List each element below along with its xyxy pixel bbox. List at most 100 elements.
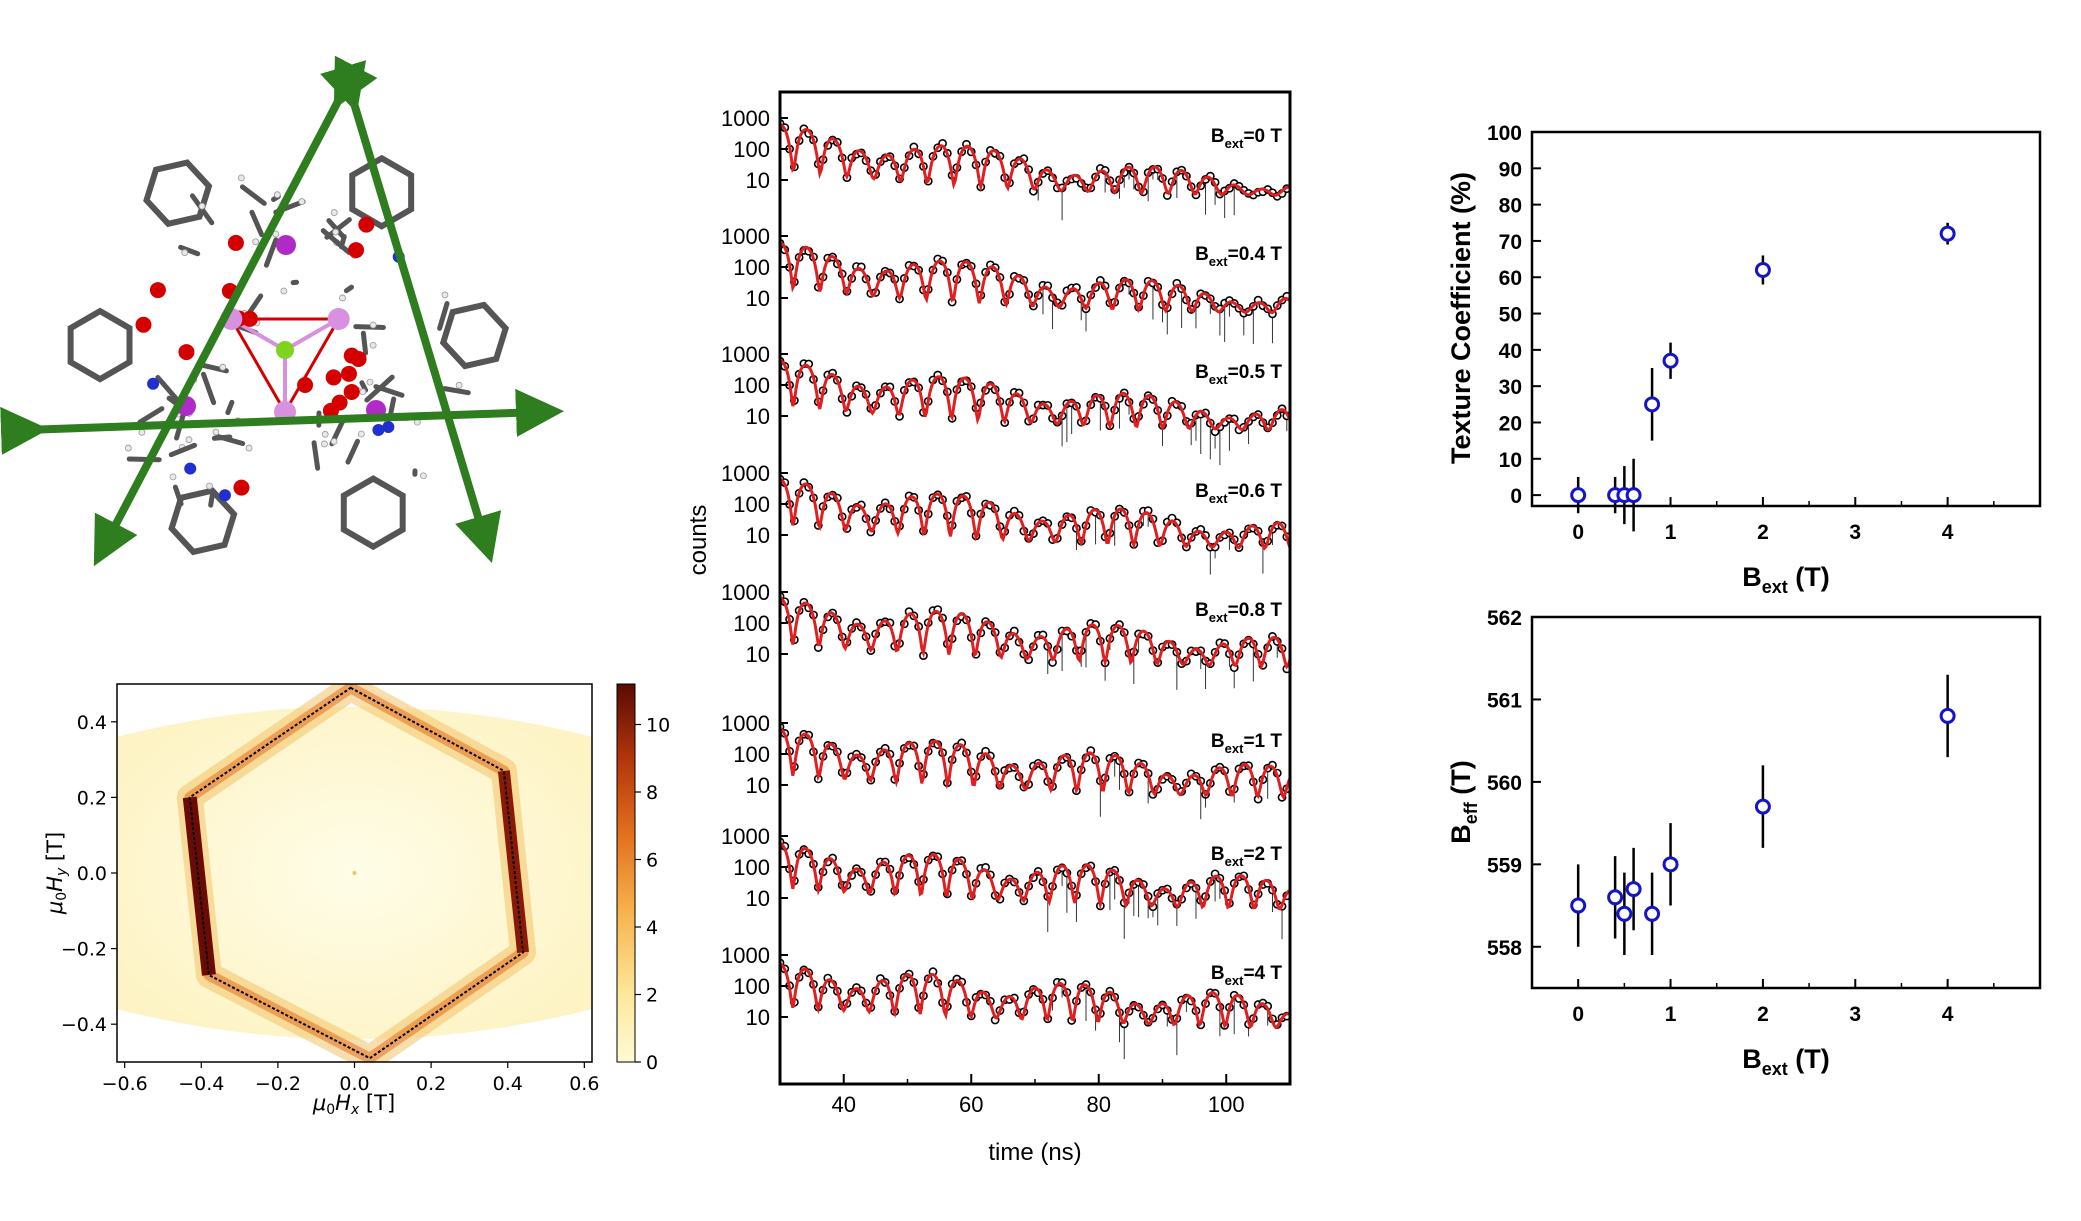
hydrogen-atom	[206, 482, 213, 490]
hexagon-edge-max	[182, 796, 216, 976]
texture-y-tick-label: 40	[1499, 340, 1522, 363]
texture-y-tick-label: 20	[1499, 412, 1522, 435]
texture-y-tick-label: 80	[1499, 195, 1522, 218]
nitrogen-atom	[382, 421, 395, 434]
texture-data-point	[1625, 487, 1642, 504]
aryl-ring	[67, 307, 133, 383]
oxygen-atom	[358, 216, 375, 233]
heatmap-x-tick-label: 0.2	[416, 1073, 446, 1095]
oxygen-atom	[233, 479, 250, 496]
spectrum-fit-curve	[780, 241, 1290, 315]
spectrum-fit-curve	[780, 477, 1290, 551]
texture-data-point	[1939, 225, 1956, 242]
texture-y-tick-label: 70	[1499, 231, 1522, 254]
beff-x-tick-label: 2	[1757, 1003, 1769, 1026]
colorbar-tick-label: 10	[646, 715, 670, 737]
beff-data-point	[1570, 897, 1587, 914]
spectra-y-tick-label: 1000	[721, 461, 770, 486]
spectrum-panel	[780, 591, 1290, 690]
hydrogen-atom	[212, 428, 220, 436]
hydrogen-atom	[219, 363, 227, 371]
spectra-y-tick-label: 100	[733, 255, 770, 280]
colorbar	[616, 683, 636, 1063]
anisotropy-axis-arrow	[93, 55, 378, 567]
beff-y-tick-label: 560	[1487, 772, 1522, 795]
oxygen-atom	[149, 282, 166, 299]
spectra-y-tick-label: 1000	[721, 943, 770, 968]
heatmap-x-tick-label: −0.6	[102, 1073, 148, 1095]
hydrogen-atom	[185, 436, 193, 444]
nitrogen-atom	[218, 489, 231, 502]
beff-data-point	[1939, 707, 1956, 724]
colorbar-tick-label: 8	[646, 782, 658, 804]
spectra-y-tick-label: 10	[746, 168, 770, 193]
hydrogen-atom	[252, 238, 260, 246]
hydrogen-atom	[237, 174, 245, 182]
spectra-y-tick-label: 1000	[721, 224, 770, 249]
texture-y-tick-label: 60	[1499, 267, 1522, 290]
center-atom	[276, 341, 294, 359]
spectra-y-tick-label: 10	[746, 404, 770, 429]
hydrogen-atom	[198, 202, 206, 210]
aryl-ring	[439, 301, 510, 370]
spectra-y-tick-label: 10	[746, 523, 770, 548]
bond	[137, 406, 165, 425]
hydrogen-atom	[332, 228, 340, 236]
spectrum-panel	[780, 119, 1290, 221]
spectra-y-tick-label: 10	[746, 886, 770, 911]
beff-y-tick-label: 561	[1487, 689, 1522, 712]
beff-frame	[1530, 615, 2042, 990]
spectrum-field-label: Bext=0.5 T	[1195, 362, 1282, 387]
bond	[263, 237, 279, 268]
hydrogen-atom	[366, 378, 374, 386]
heatmap-y-tick-label: 0.2	[77, 787, 107, 809]
spectra-y-tick-label: 100	[733, 137, 770, 162]
spectrum-panel	[780, 722, 1290, 820]
oxygen-atom	[343, 383, 360, 400]
texture-data-point	[1644, 396, 1661, 413]
spectra-x-tick-label: 80	[1087, 1092, 1111, 1117]
spectra-y-tick-label: 1000	[721, 580, 770, 605]
beff-x-tick-label: 0	[1572, 1003, 1584, 1026]
hexagon-outline	[188, 686, 525, 1060]
spectra-y-tick-label: 100	[733, 974, 770, 999]
hydrogen-atom	[280, 287, 288, 295]
beff-y-tick-label: 562	[1487, 607, 1522, 630]
colorbar-tick-label: 0	[646, 1052, 658, 1074]
spectra-y-tick-label: 100	[733, 373, 770, 398]
bond	[249, 209, 265, 238]
spectrum-field-label: Bext=4 T	[1211, 963, 1282, 988]
hydrogen-atom	[298, 198, 306, 205]
hydrogen-atom	[441, 291, 449, 299]
heatmap-y-label: μ0Hy [T]	[43, 832, 70, 915]
colorbar-tick-label: 2	[646, 985, 658, 1007]
bond	[360, 330, 369, 356]
colorbar-tick-label: 6	[646, 850, 658, 872]
hydrogen-atom	[359, 388, 367, 396]
spectra-y-tick-label: 1000	[721, 824, 770, 849]
spectra-y-tick-label: 100	[733, 855, 770, 880]
spectra-y-tick-label: 100	[733, 492, 770, 517]
anisotropy-axis-arrow	[320, 60, 502, 563]
hydrogen-atom	[169, 473, 177, 481]
beff-data-point	[1625, 881, 1642, 898]
oxygen-atom	[297, 376, 314, 393]
texture-x-tick-label: 2	[1757, 521, 1769, 544]
iron-atom	[327, 308, 350, 330]
texture-data-point	[1570, 487, 1587, 504]
spectra-y-tick-label: 10	[746, 1005, 770, 1030]
bond	[239, 184, 267, 206]
bond	[225, 399, 235, 416]
beff-y-tick-label: 558	[1487, 937, 1522, 960]
bond	[200, 371, 217, 406]
bond	[343, 284, 355, 294]
hydrogen-atom	[181, 249, 189, 256]
spectrum-fit-curve	[780, 358, 1290, 432]
oxygen-atom	[227, 234, 244, 251]
oxygen-atom	[178, 344, 195, 361]
texture-y-tick-label: 90	[1499, 158, 1522, 181]
beff-y-label: Beff (T)	[1446, 760, 1481, 843]
hydrogen-atom	[138, 428, 146, 436]
beff-x-tick-label: 1	[1665, 1003, 1677, 1026]
